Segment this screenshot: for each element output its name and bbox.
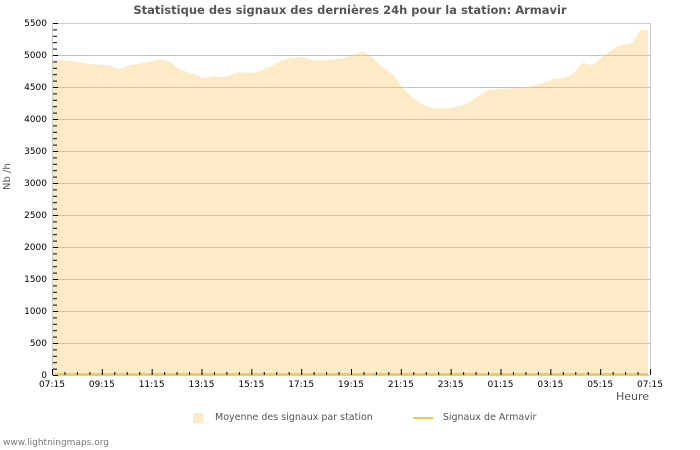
svg-text:2000: 2000 bbox=[24, 243, 47, 253]
svg-text:09:15: 09:15 bbox=[89, 380, 115, 390]
legend-line-swatch-icon bbox=[412, 416, 433, 419]
svg-text:15:15: 15:15 bbox=[238, 380, 264, 390]
svg-text:03:15: 03:15 bbox=[537, 380, 563, 390]
average-signals-area bbox=[52, 30, 648, 375]
svg-text:3000: 3000 bbox=[24, 179, 47, 189]
svg-text:4500: 4500 bbox=[24, 83, 47, 93]
svg-text:500: 500 bbox=[30, 339, 47, 349]
chart-title: Statistique des signaux des dernières 24… bbox=[133, 3, 567, 17]
footer-site-link[interactable]: www.lightningmaps.org bbox=[3, 438, 109, 448]
svg-text:5000: 5000 bbox=[24, 51, 47, 61]
y-axis-label: Nb /h bbox=[2, 163, 13, 190]
svg-text:17:15: 17:15 bbox=[288, 380, 314, 390]
legend-area-swatch-icon bbox=[193, 412, 203, 423]
legend: Moyenne des signaux par station Signaux … bbox=[193, 412, 536, 423]
svg-text:21:15: 21:15 bbox=[388, 380, 414, 390]
svg-text:05:15: 05:15 bbox=[587, 380, 613, 390]
svg-text:11:15: 11:15 bbox=[139, 380, 165, 390]
x-axis-label: Heure bbox=[616, 390, 650, 403]
svg-text:23:15: 23:15 bbox=[438, 380, 464, 390]
legend-area-label: Moyenne des signaux par station bbox=[215, 412, 373, 423]
y-axis-ticks: 0 500 1000 1500 2000 2500 3000 3500 4000 4500 5000… bbox=[24, 19, 58, 381]
svg-text:5500: 5500 bbox=[24, 19, 47, 29]
x-axis-ticks: 07:15 09:15 11:15 13:15 15:15 17:15 19:15 21:15… bbox=[39, 369, 663, 390]
svg-text:07:15: 07:15 bbox=[39, 380, 65, 390]
svg-text:4000: 4000 bbox=[24, 115, 47, 125]
svg-text:19:15: 19:15 bbox=[338, 380, 364, 390]
svg-text:1000: 1000 bbox=[24, 307, 47, 317]
svg-text:13:15: 13:15 bbox=[189, 380, 215, 390]
legend-line-label: Signaux de Armavir bbox=[442, 412, 537, 423]
svg-text:0: 0 bbox=[41, 371, 47, 381]
svg-text:07:15: 07:15 bbox=[637, 380, 663, 390]
svg-text:01:15: 01:15 bbox=[488, 380, 514, 390]
svg-text:2500: 2500 bbox=[24, 211, 47, 221]
grid-lines bbox=[52, 23, 650, 344]
svg-text:1500: 1500 bbox=[24, 275, 47, 285]
plot-frame bbox=[52, 23, 651, 376]
svg-text:3500: 3500 bbox=[24, 147, 47, 157]
